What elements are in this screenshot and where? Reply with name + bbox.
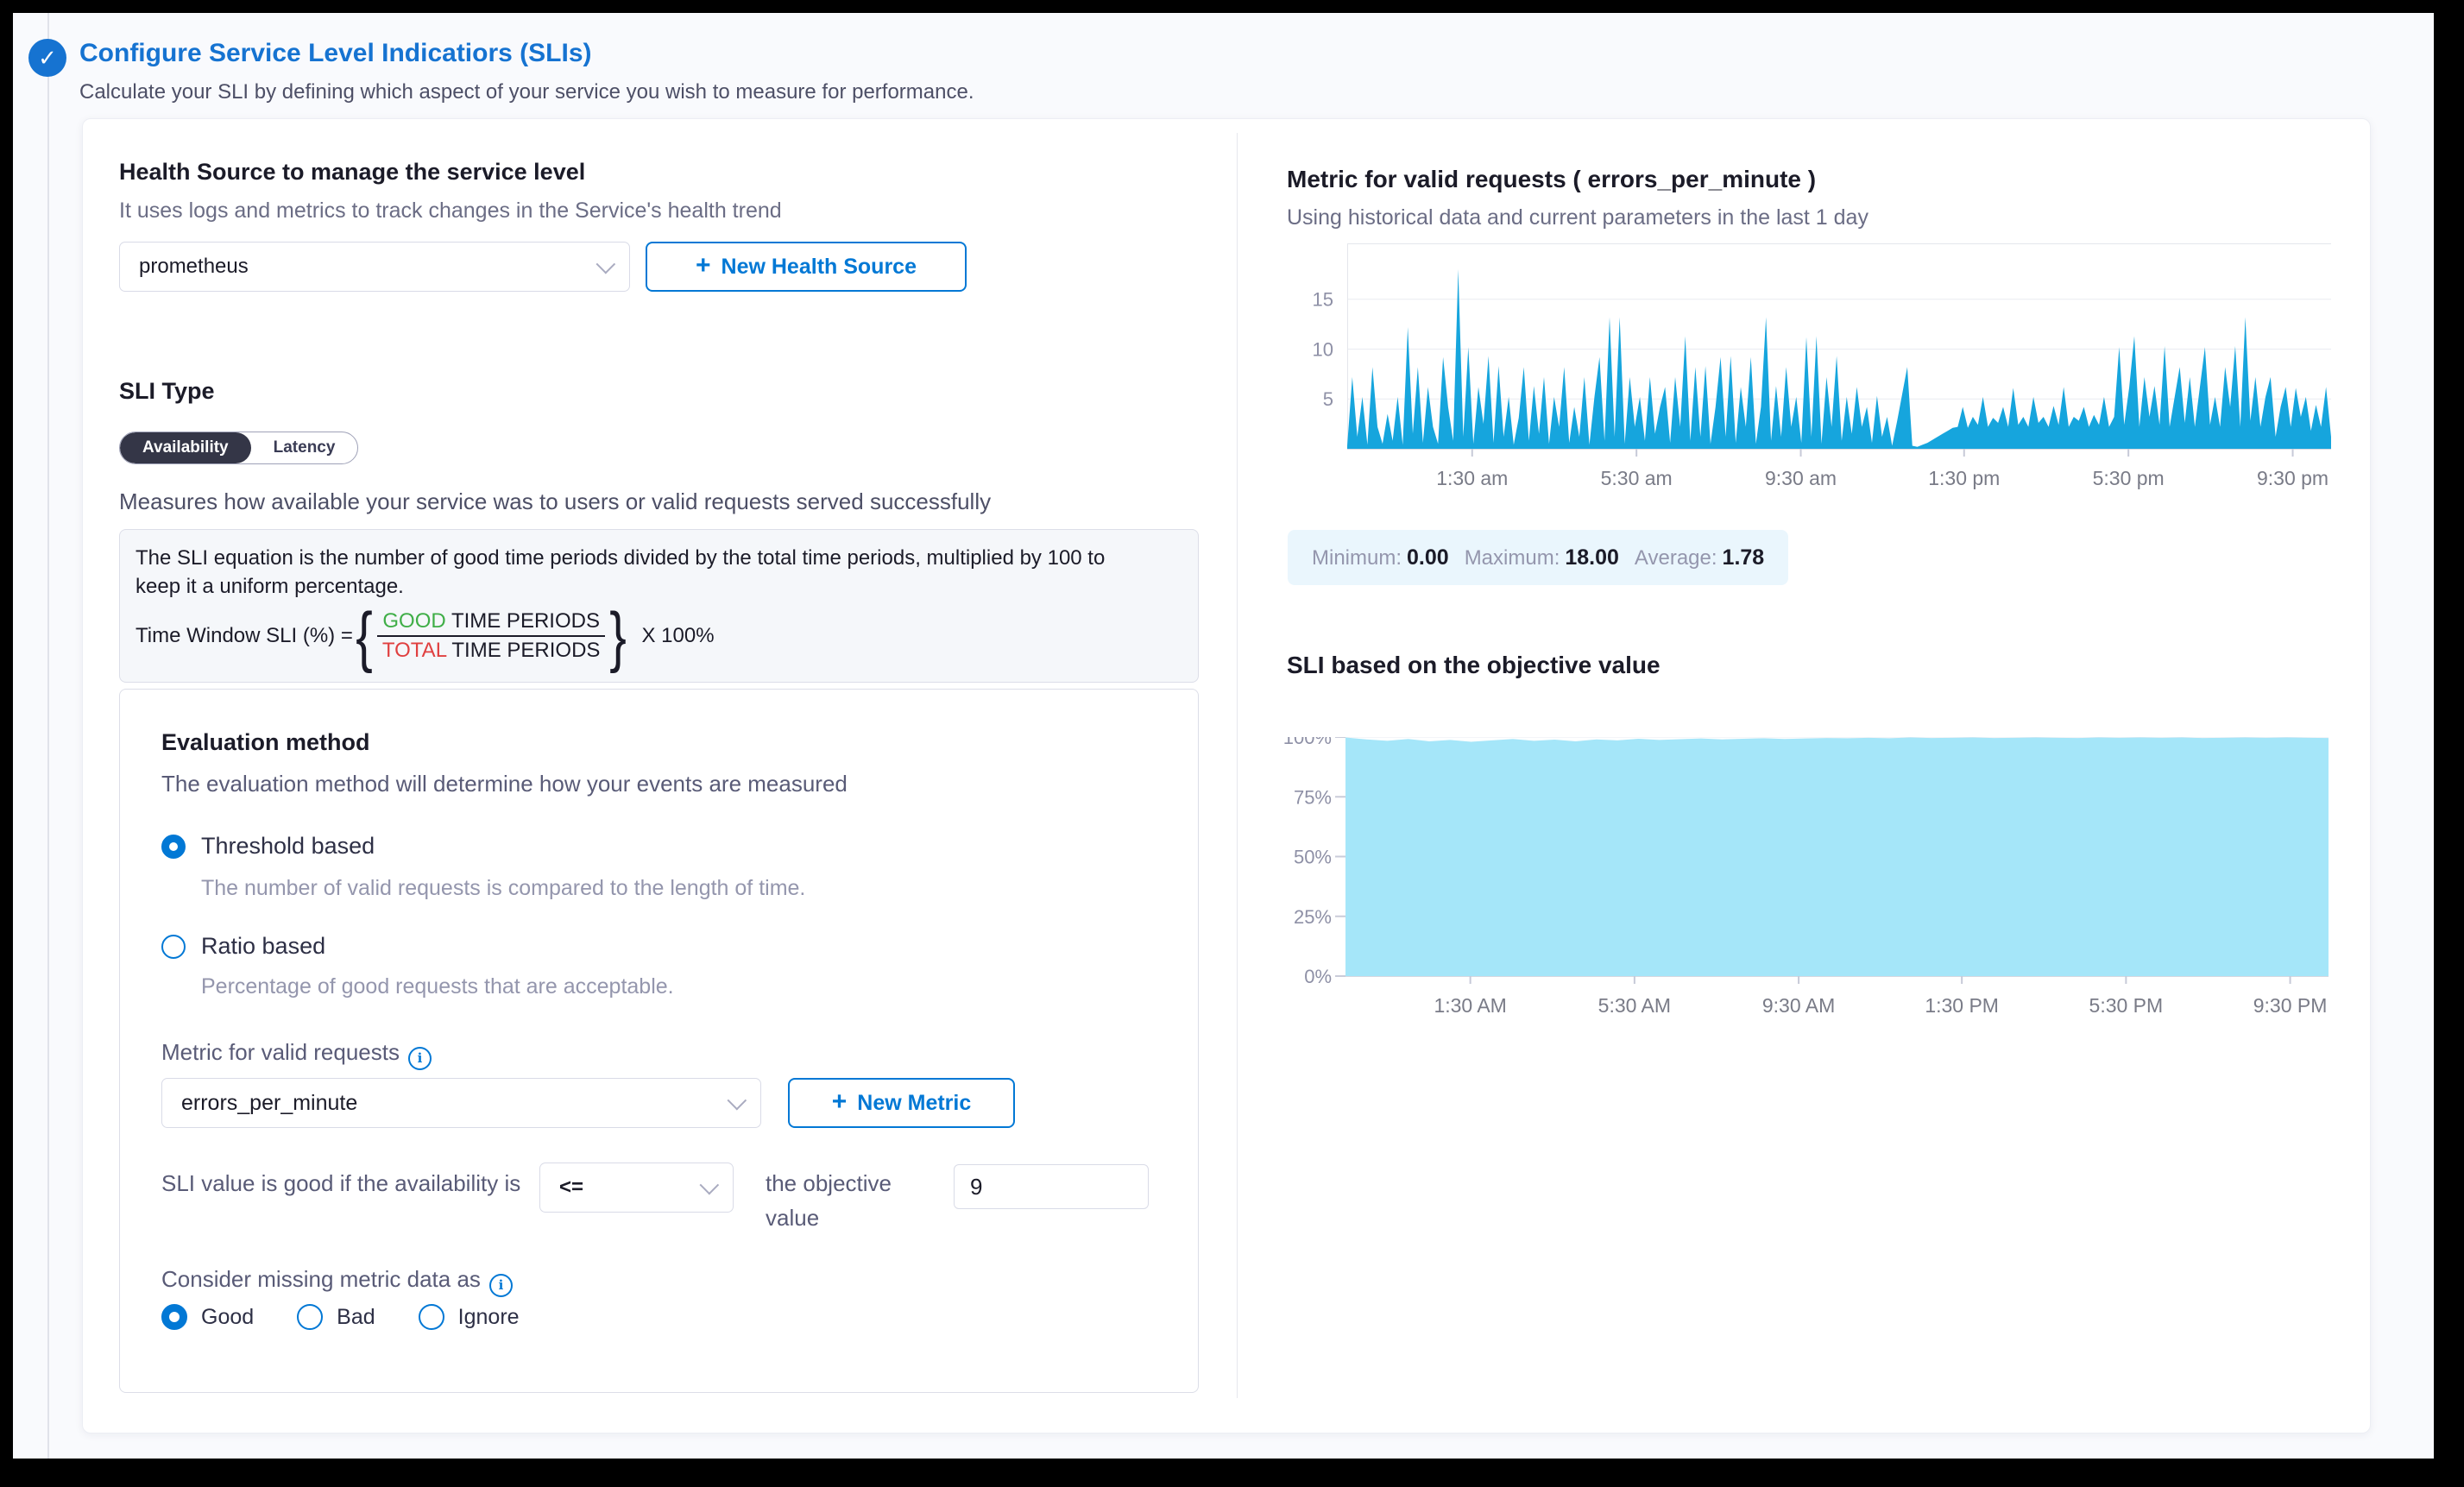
evaluation-subheading: The evaluation method will determine how… xyxy=(161,771,848,797)
fraction-denominator: TOTAL TIME PERIODS xyxy=(381,639,601,662)
sli-equation-box: The SLI equation is the number of good t… xyxy=(119,529,1199,683)
threshold-based-label: Threshold based xyxy=(201,833,375,859)
sli-chart-title: SLI based on the objective value xyxy=(1287,652,1661,678)
svg-text:75%: 75% xyxy=(1294,786,1332,808)
sli-equation: Time Window SLI (%) = { GOOD TIME PERIOD… xyxy=(135,598,715,674)
svg-text:9:30 PM: 9:30 PM xyxy=(2253,994,2328,1017)
missing-bad-radio[interactable] xyxy=(297,1304,324,1330)
svg-text:25%: 25% xyxy=(1294,906,1332,928)
ratio-based-label: Ratio based xyxy=(201,933,326,959)
chevron-down-icon xyxy=(699,1175,720,1195)
svg-text:15: 15 xyxy=(1313,289,1333,311)
svg-text:5:30 pm: 5:30 pm xyxy=(2093,467,2165,489)
svg-text:9:30 pm: 9:30 pm xyxy=(2257,467,2329,489)
app-background: Configure Service Level Indicatiors (SLI… xyxy=(13,13,2434,1459)
sli-equation-description: The SLI equation is the number of good t… xyxy=(135,546,1106,598)
step-complete-check-icon xyxy=(28,39,66,77)
svg-text:5:30 am: 5:30 am xyxy=(1601,467,1673,489)
new-health-source-button[interactable]: + New Health Source xyxy=(646,242,967,292)
plus-icon: + xyxy=(831,1087,848,1116)
svg-text:100%: 100% xyxy=(1283,737,1332,748)
comparator-select[interactable]: <= xyxy=(539,1163,734,1213)
sli-type-toggle: Availability Latency xyxy=(119,432,359,464)
health-source-heading: Health Source to manage the service leve… xyxy=(119,159,586,185)
svg-text:5:30 PM: 5:30 PM xyxy=(2089,994,2164,1017)
plus-icon: + xyxy=(696,250,711,280)
objective-text-middle: the objective value xyxy=(766,1170,892,1231)
equation-multiplier: X 100% xyxy=(641,624,715,647)
sli-type-heading: SLI Type xyxy=(119,378,215,404)
missing-bad-label: Bad xyxy=(337,1304,375,1329)
equation-fraction: GOOD TIME PERIODS TOTAL TIME PERIODS xyxy=(377,608,606,665)
missing-good-radio[interactable] xyxy=(161,1304,187,1330)
errors-per-minute-chart: 5 10 15 1:30 am 5:30 am 9:30 am 1:30 pm 5:30 pm… xyxy=(1287,243,2331,507)
ratio-based-description: Percentage of good requests that are acc… xyxy=(201,974,674,999)
svg-text:1:30 pm: 1:30 pm xyxy=(1928,467,2000,489)
ratio-based-radio[interactable] xyxy=(161,934,186,959)
health-source-select[interactable]: prometheus xyxy=(119,242,630,292)
info-icon[interactable] xyxy=(488,1273,513,1297)
svg-text:1:30 AM: 1:30 AM xyxy=(1434,994,1506,1017)
missing-good-label: Good xyxy=(201,1304,255,1329)
stat-average: Average: 1.78 xyxy=(1634,545,1765,570)
info-icon[interactable] xyxy=(407,1046,432,1070)
missing-ignore-label: Ignore xyxy=(457,1304,520,1329)
new-health-source-label: New Health Source xyxy=(721,254,917,279)
page-subtitle: Calculate your SLI by defining which asp… xyxy=(79,80,974,104)
metric-stats-strip: Minimum: 0.00 Maximum: 18.00 Average: 1.… xyxy=(1288,530,1789,585)
sli-type-latency-pill[interactable]: Latency xyxy=(273,438,336,457)
threshold-based-description: The number of valid requests is compared… xyxy=(201,876,806,900)
new-metric-label: New Metric xyxy=(857,1090,972,1115)
objective-value-input[interactable] xyxy=(954,1164,1149,1209)
missing-data-label: Consider missing metric data as xyxy=(161,1266,513,1297)
metric-chart-subtitle: Using historical data and current parame… xyxy=(1287,205,1868,230)
stepper-line xyxy=(47,13,49,1459)
svg-text:9:30 am: 9:30 am xyxy=(1765,467,1837,489)
sli-type-availability-pill[interactable]: Availability xyxy=(120,432,251,463)
page-title: Configure Service Level Indicatiors (SLI… xyxy=(79,39,592,67)
chevron-down-icon xyxy=(727,1090,747,1111)
ratio-based-option[interactable]: Ratio based xyxy=(161,933,325,960)
threshold-based-option[interactable]: Threshold based xyxy=(161,833,375,860)
sli-objective-chart: 0% 25% 50% 75% 100% 1:30 AM 5:30 AM 9:30 AM 1:30… xyxy=(1275,727,2329,1026)
fraction-numerator: GOOD TIME PERIODS xyxy=(377,608,605,637)
chevron-down-icon xyxy=(596,254,616,274)
svg-text:0%: 0% xyxy=(1304,966,1332,987)
sli-configuration-card: Health Source to manage the service leve… xyxy=(82,118,2371,1433)
metric-select[interactable]: errors_per_minute xyxy=(161,1078,761,1128)
health-source-subheading: It uses logs and metrics to track change… xyxy=(119,198,782,223)
svg-text:1:30 PM: 1:30 PM xyxy=(1925,994,1999,1017)
metric-selected-value: errors_per_minute xyxy=(181,1090,358,1115)
svg-text:9:30 AM: 9:30 AM xyxy=(1762,994,1835,1017)
objective-text-before: SLI value is good if the availability is xyxy=(161,1170,521,1196)
svg-text:50%: 50% xyxy=(1294,847,1332,868)
right-brace: } xyxy=(609,598,627,674)
svg-text:5: 5 xyxy=(1323,388,1333,410)
new-metric-button[interactable]: + New Metric xyxy=(788,1078,1015,1128)
svg-text:10: 10 xyxy=(1313,338,1333,360)
svg-text:1:30 am: 1:30 am xyxy=(1436,467,1508,489)
missing-data-options: Good Bad Ignore xyxy=(161,1304,520,1330)
evaluation-box: Evaluation method The evaluation method … xyxy=(119,689,1199,1393)
left-brace: { xyxy=(356,598,373,674)
health-source-selected-value: prometheus xyxy=(139,255,249,278)
comparator-selected-value: <= xyxy=(559,1175,584,1199)
stat-minimum: Minimum: 0.00 xyxy=(1312,545,1449,570)
metric-chart-title: Metric for valid requests ( errors_per_m… xyxy=(1287,166,1817,192)
svg-text:5:30 AM: 5:30 AM xyxy=(1598,994,1671,1017)
evaluation-heading: Evaluation method xyxy=(161,729,370,755)
equation-label: Time Window SLI (%) = xyxy=(135,624,353,647)
threshold-based-radio[interactable] xyxy=(161,834,186,859)
metric-valid-requests-label: Metric for valid requests xyxy=(161,1039,432,1070)
stat-maximum: Maximum: 18.00 xyxy=(1464,545,1619,570)
sli-type-description: Measures how available your service was … xyxy=(119,488,992,514)
missing-ignore-radio[interactable] xyxy=(418,1304,444,1330)
panel-divider xyxy=(1237,133,1238,1398)
